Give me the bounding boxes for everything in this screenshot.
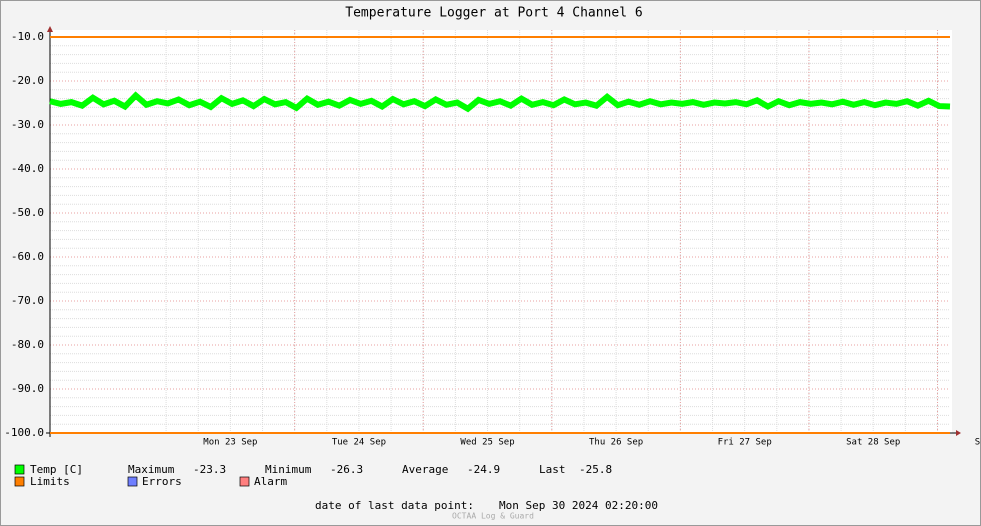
x-tick-label: Wed 25 Sep: [460, 438, 514, 448]
stat-label: Maximum: [128, 463, 175, 476]
stat-label: Average: [402, 463, 448, 476]
x-tick-label: Tue 24 Sep: [332, 438, 386, 448]
y-tick-label: -90.0: [11, 382, 44, 395]
credit: OCTAA Log & Guard: [452, 512, 534, 521]
legend-swatch: [14, 464, 25, 475]
arrow: [956, 430, 961, 436]
y-tick-label: -50.0: [11, 206, 44, 219]
stat-label: Last: [539, 463, 566, 476]
x-tick-label: Thu 26 Sep: [589, 438, 643, 448]
y-tick-label: -30.0: [11, 118, 44, 131]
series-line: [49, 91, 951, 113]
footer-label: date of last data point:: [315, 499, 474, 512]
plot-area: [50, 30, 952, 433]
footer-value: Mon Sep 30 2024 02:20:00: [499, 499, 658, 512]
stat-value: -25.8: [579, 463, 612, 476]
stat-label: Minimum: [265, 463, 312, 476]
legend-label: Errors: [142, 475, 182, 488]
x-tick-label: Sat 28 Sep: [846, 438, 900, 448]
legend-swatch: [127, 476, 138, 487]
chart-title: Temperature Logger at Port 4 Channel 6: [345, 6, 642, 21]
y-tick-label: -80.0: [11, 338, 44, 351]
x-tick-label: Fri 27 Sep: [718, 438, 772, 448]
legend-swatch: [239, 476, 250, 487]
y-tick-label: -70.0: [11, 294, 44, 307]
stat-value: -23.3: [193, 463, 226, 476]
y-tick-label: -40.0: [11, 162, 44, 175]
y-tick-label: -60.0: [11, 250, 44, 263]
y-tick-label: -20.0: [11, 74, 44, 87]
legend-label: Alarm: [254, 475, 287, 488]
y-tick-label: -100.0: [4, 426, 44, 439]
y-tick-label: -10.0: [11, 30, 44, 43]
legend-label: Limits: [30, 475, 70, 488]
stat-value: -24.9: [467, 463, 500, 476]
arrow: [47, 26, 53, 32]
legend-label: Temp [C]: [30, 463, 83, 476]
stat-value: -26.3: [330, 463, 363, 476]
legend-swatch: [14, 476, 25, 487]
x-tick-label: Mon 23 Sep: [203, 438, 257, 448]
x-tick-label: Sun 29 Sep: [975, 438, 981, 448]
